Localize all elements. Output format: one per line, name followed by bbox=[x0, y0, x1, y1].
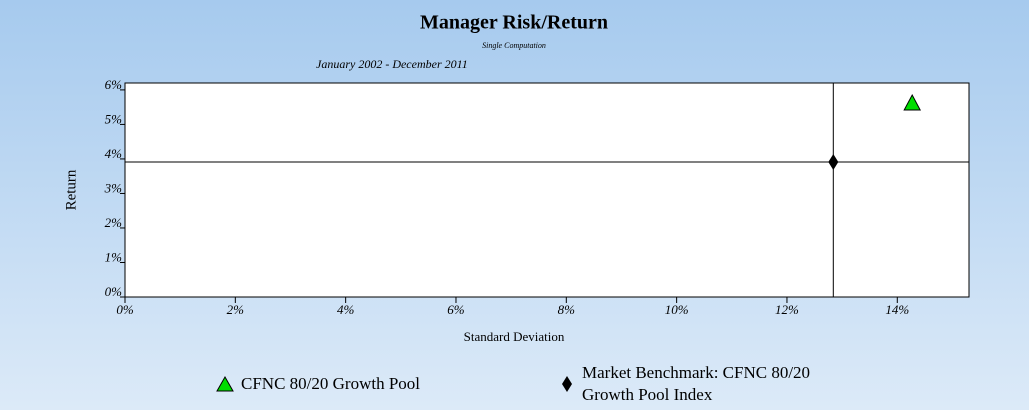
x-tick-label: 0% bbox=[116, 302, 134, 317]
legend-label: Market Benchmark: CFNC 80/20 Growth Pool… bbox=[582, 363, 811, 404]
y-tick-label: 6% bbox=[105, 77, 123, 92]
x-tick-label: 2% bbox=[227, 302, 245, 317]
y-tick-label: 0% bbox=[105, 284, 123, 299]
y-tick-label: 5% bbox=[105, 111, 123, 126]
y-tick-label: 3% bbox=[104, 180, 123, 195]
x-tick-label: 14% bbox=[885, 302, 909, 317]
x-tick-label: 12% bbox=[775, 302, 799, 317]
y-tick-label: 4% bbox=[105, 146, 123, 161]
legend-item: Market Benchmark: CFNC 80/20 Growth Pool… bbox=[560, 362, 860, 406]
date-range: January 2002 - December 2011 bbox=[316, 57, 468, 71]
x-axis-label: Standard Deviation bbox=[464, 329, 565, 344]
x-tick-label: 6% bbox=[447, 302, 465, 317]
point bbox=[828, 154, 839, 171]
legend-marker bbox=[562, 376, 572, 392]
chart-title: Manager Risk/Return bbox=[420, 12, 608, 34]
y-tick-label: 2% bbox=[105, 215, 123, 230]
x-tick-label: 4% bbox=[337, 302, 355, 317]
legend-marker bbox=[216, 375, 234, 392]
y-tick-label: 1% bbox=[105, 249, 123, 264]
legend-label: CFNC 80/20 Growth Pool bbox=[241, 374, 420, 393]
y-axis-label: Return bbox=[63, 169, 79, 210]
x-tick-label: 8% bbox=[558, 302, 576, 317]
chart-subtitle: Single Computation bbox=[482, 41, 546, 50]
plot-area bbox=[124, 82, 970, 298]
legend-item: CFNC 80/20 Growth Pool bbox=[215, 374, 420, 394]
point bbox=[903, 93, 922, 111]
x-tick-label: 10% bbox=[665, 302, 689, 317]
